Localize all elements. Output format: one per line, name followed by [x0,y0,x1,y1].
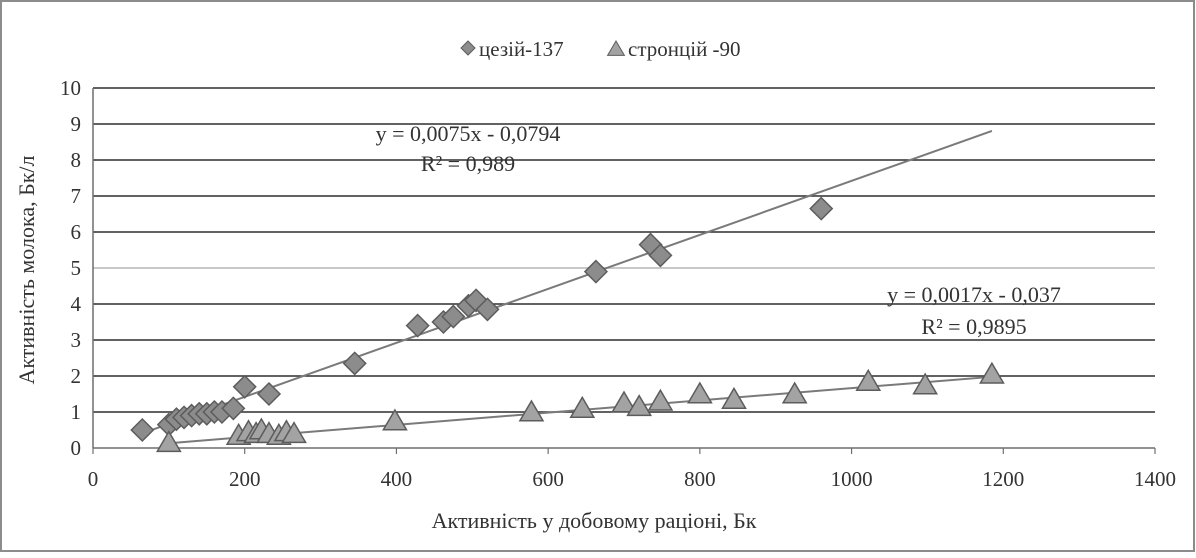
y-axis-title: Активність молока, Бк/л [14,155,39,384]
axes: 0 1 2 3 4 5 6 7 8 9 10 0 200 400 600 800 1000 1200 1400 Акт… [14,76,1176,533]
y-tick-label: 2 [71,364,82,388]
legend-marker-strontium [606,40,626,56]
data-point-strontium [611,390,637,413]
data-point-cesium [221,396,246,421]
legend: цезій-137 стронцій -90 [460,37,741,61]
y-tick-label: 3 [71,328,82,352]
data-point-strontium [979,361,1005,384]
data-point-cesium [475,297,500,322]
data-point-cesium [232,374,257,399]
data-point-strontium [569,395,596,418]
gridlines [93,87,1155,413]
legend-marker-cesium [460,40,476,56]
data-point-cesium [256,381,282,407]
x-tick-label: 1400 [1134,467,1176,491]
data-point-strontium [518,399,545,422]
trendline-equation-strontium: y = 0,0017x - 0,037 [887,282,1061,307]
legend-label-strontium: стронцій -90 [628,37,741,61]
data-points [130,196,1005,453]
data-point-cesium [342,351,367,376]
labels: y = 0,0075x - 0,0794 R² = 0,989 y = 0,0017… [376,121,1061,339]
x-tick-label: 1200 [982,467,1024,491]
y-tick-label: 7 [71,184,82,208]
data-point-strontium [687,381,713,404]
data-point-strontium [781,381,808,404]
trendline-series-0 [138,129,993,436]
x-tick-label: 800 [684,467,716,491]
data-point-strontium [721,386,747,409]
data-point-strontium [281,421,307,444]
y-tick-label: 6 [71,220,82,244]
data-point-cesium [464,288,489,313]
legend-label-cesium: цезій-137 [479,37,564,61]
trendline-equation-cesium: y = 0,0075x - 0,0794 [376,121,561,146]
data-point-strontium [647,388,674,411]
trendline-r2-strontium: R² = 0,9895 [921,314,1026,339]
y-tick-label: 8 [71,148,82,172]
x-tick-label: 600 [532,467,564,491]
data-point-cesium [809,196,834,221]
trendline-r2-cesium: R² = 0,989 [421,151,515,176]
y-tick-label: 4 [71,292,82,316]
data-point-cesium [405,313,430,338]
x-tick-label: 200 [229,467,261,491]
data-point-cesium [583,259,608,284]
data-point-strontium [855,368,882,391]
y-tick-label: 0 [71,436,82,460]
x-tick-label: 1000 [831,467,873,491]
data-point-cesium [441,304,466,329]
data-point-cesium [130,417,155,443]
data-point-strontium [382,408,408,431]
y-tick-label: 5 [71,256,82,280]
y-tick-label: 10 [60,76,81,100]
x-axis-title: Активність у добовому раціоні, Бк [432,508,757,533]
data-point-strontium [626,394,653,417]
x-tick-label: 0 [88,467,99,491]
x-tick-label: 400 [381,467,413,491]
data-point-strontium [912,372,939,395]
y-tick-label: 1 [71,400,82,424]
data-point-strontium [156,430,182,453]
data-point-cesium [648,243,673,268]
y-tick-label: 9 [71,112,82,136]
